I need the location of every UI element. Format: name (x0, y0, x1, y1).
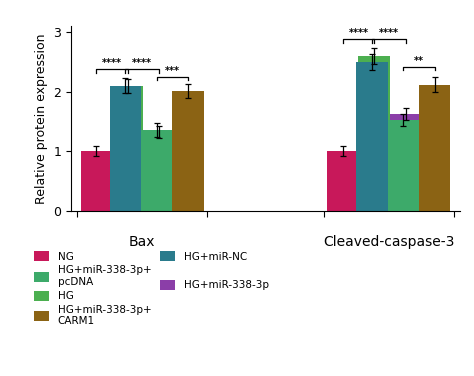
Bar (388, 120, 419, 211)
Bar (327, 151, 358, 211)
Text: ****: **** (379, 28, 399, 38)
Text: Bax: Bax (129, 235, 155, 249)
Bar (419, 85, 450, 211)
Bar (356, 62, 388, 211)
Bar (141, 130, 173, 211)
Text: Cleaved-caspase-3: Cleaved-caspase-3 (323, 235, 455, 249)
Text: ***: *** (165, 66, 180, 76)
Bar (81, 151, 112, 211)
Y-axis label: Relative protein expression: Relative protein expression (35, 33, 48, 204)
Text: ****: **** (132, 58, 152, 68)
Bar (143, 132, 174, 211)
Bar (390, 114, 421, 211)
Legend: NG, HG+miR-338-3p+
pcDNA, HG, HG+miR-338-3p+
CARM1, HG+miR-NC, , HG+miR-338-3p, : NG, HG+miR-338-3p+ pcDNA, HG, HG+miR-338… (30, 247, 273, 331)
Text: **: ** (414, 56, 424, 65)
Text: ****: **** (102, 58, 122, 68)
Bar (109, 86, 141, 211)
Bar (112, 86, 143, 211)
Bar (358, 56, 390, 211)
Text: ****: **** (348, 28, 368, 38)
Bar (173, 91, 204, 211)
